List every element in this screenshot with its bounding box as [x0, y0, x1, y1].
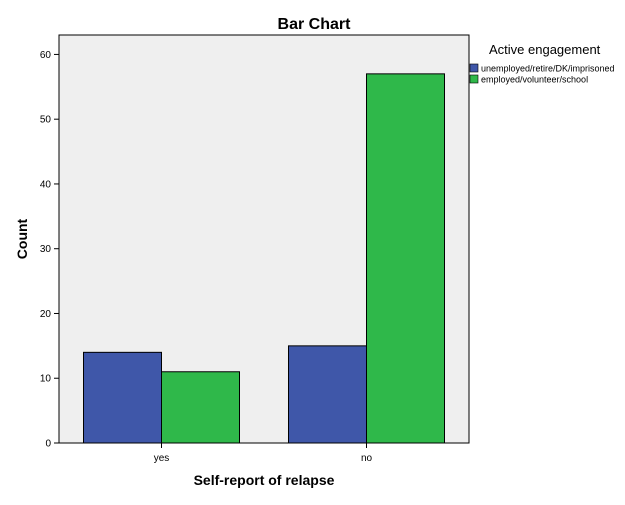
legend-swatch: [469, 63, 479, 73]
bar-yes-series-1: [83, 351, 162, 444]
y-tick-label: 30: [40, 244, 52, 255]
x-axis: yes no: [154, 443, 373, 464]
legend-title: Active engagement: [489, 42, 601, 57]
y-tick-label: 20: [40, 309, 52, 320]
bar-yes-series-2: [161, 371, 240, 444]
y-tick-label: 10: [40, 374, 52, 385]
legend: Active engagement unemployed/retire/DK/i…: [469, 42, 615, 85]
chart-title: Bar Chart: [278, 16, 352, 33]
x-tick-label: no: [361, 453, 373, 464]
x-tick-label: yes: [154, 453, 170, 464]
y-tick-label: 60: [40, 50, 52, 61]
legend-swatch: [469, 74, 479, 84]
y-tick-label: 40: [40, 179, 52, 190]
bar-no-series-1: [288, 345, 367, 444]
x-axis-title: Self-report of relapse: [194, 472, 335, 488]
bars-layer: [83, 73, 445, 444]
legend-label: unemployed/retire/DK/imprisoned: [481, 64, 615, 74]
y-axis: 0 10 20 30 40 50 60: [40, 50, 59, 450]
bar-no-series-2: [366, 73, 445, 444]
y-axis-title: Count: [14, 218, 30, 259]
legend-items: unemployed/retire/DK/imprisonedemployed/…: [469, 63, 615, 85]
y-tick-label: 50: [40, 115, 52, 126]
y-tick-label: 0: [45, 439, 51, 450]
legend-label: employed/volunteer/school: [481, 75, 588, 85]
